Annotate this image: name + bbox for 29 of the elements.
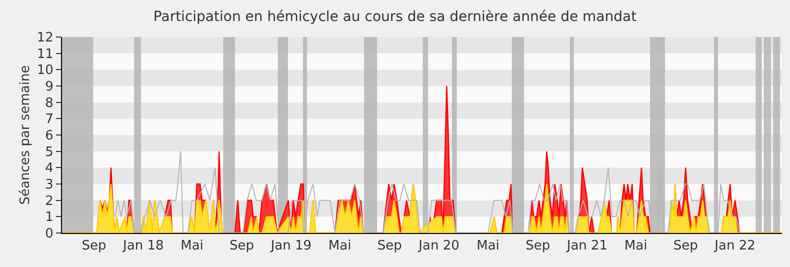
x-tick-label: Sep (82, 238, 106, 254)
y-tick-label: 7 (45, 112, 54, 128)
y-tick-label: 8 (45, 96, 54, 111)
chart-title: Participation en hémicycle au cours de sa dernière année de mandat (153, 8, 638, 25)
x-tick-label: Sep (377, 238, 402, 254)
y-tick-label: 9 (45, 80, 54, 95)
x-tick-label: Mai (180, 238, 204, 254)
x-tick-label: Sep (230, 238, 254, 254)
x-tick-label: Mai (476, 238, 500, 254)
y-tick-label: 5 (45, 144, 54, 160)
x-tick-label: Mai (328, 238, 352, 254)
y-tick-label: 1 (45, 210, 54, 226)
y-tick-label: 2 (45, 194, 54, 209)
x-tick-label: Jan 21 (566, 238, 608, 254)
y-axis-title: Séances par semaine (18, 65, 33, 205)
y-tick-label: 11 (36, 46, 54, 62)
y-tick-label: 3 (45, 178, 54, 193)
x-tick-label: Jan 18 (122, 238, 164, 254)
y-tick-label: 0 (45, 226, 54, 242)
y-tick-label: 4 (45, 161, 54, 176)
y-tick-label: 10 (36, 63, 54, 78)
x-tick-label: Jan 22 (714, 238, 756, 254)
x-tick-label: Sep (526, 238, 550, 254)
x-tick-label: Jan 20 (418, 238, 460, 254)
x-tick-label: Mai (624, 238, 648, 254)
x-tick-label: Sep (673, 238, 698, 254)
y-tick-label: 6 (45, 128, 54, 144)
y-tick-label: 12 (36, 30, 54, 46)
x-tick-label: Jan 19 (270, 238, 312, 254)
